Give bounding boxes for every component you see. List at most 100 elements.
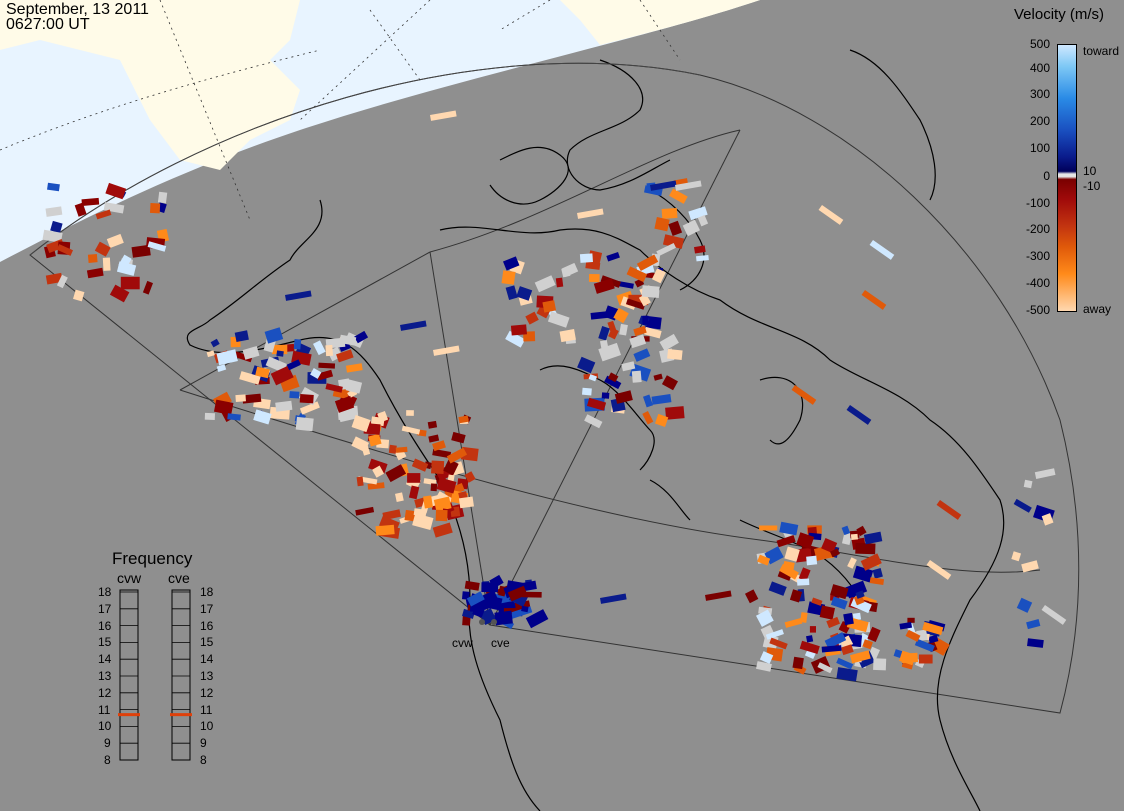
velocity-cell: [1027, 638, 1044, 648]
velocity-cell: [318, 362, 336, 369]
velocity-cell: [264, 327, 284, 344]
velocity-cell: [559, 329, 576, 343]
velocity-cell: [270, 365, 294, 386]
velocity-cell: [830, 548, 840, 558]
velocity-cell: [757, 554, 771, 566]
velocity-cell: [73, 289, 85, 302]
velocity-cell: [120, 276, 140, 290]
velocity-cell: [432, 522, 453, 538]
velocity-cell: [356, 476, 364, 487]
velocity-cell: [643, 394, 654, 408]
velocity-cell: [869, 240, 895, 260]
velocity-cell: [295, 416, 314, 432]
velocity-cell: [745, 589, 759, 604]
velocity-cell: [907, 617, 915, 623]
velocity-cell: [235, 394, 246, 402]
velocity-cell: [149, 203, 161, 214]
frequency-radar-label-cve: cve: [168, 570, 190, 586]
velocity-cell: [662, 234, 685, 249]
frequency-scale-number-right: 17: [200, 601, 214, 616]
velocity-cell: [400, 320, 427, 331]
velocity-cell: [628, 294, 649, 306]
velocity-cell: [505, 330, 526, 348]
velocity-cell: [109, 284, 130, 303]
velocity-cell: [608, 327, 619, 340]
velocity-cell: [460, 446, 479, 462]
velocity-cell: [276, 350, 284, 357]
velocity-cell: [436, 477, 457, 494]
velocity-cell: [204, 412, 215, 420]
velocity-cell: [542, 300, 557, 313]
velocity-cell: [809, 626, 816, 633]
frequency-scale-number-left: 9: [104, 736, 111, 751]
velocity-cell: [464, 580, 480, 591]
velocity-cell: [345, 363, 363, 373]
velocity-cell: [821, 645, 842, 653]
velocity-cell: [1041, 605, 1067, 625]
velocity-cell: [430, 483, 438, 492]
velocity-cell: [661, 207, 678, 219]
frequency-scale-number-right: 15: [200, 635, 214, 650]
timestamp-date: September, 13 2011: [6, 1, 149, 18]
velocity-cell: [841, 525, 851, 536]
velocity-cell: [651, 268, 666, 284]
velocity-cell: [843, 612, 854, 626]
velocity-cell: [510, 324, 528, 336]
velocity-cell: [836, 657, 854, 670]
velocity-cell: [428, 434, 440, 443]
velocity-cell: [840, 644, 854, 656]
velocity-cell: [633, 348, 651, 362]
velocity-cell: [821, 538, 838, 554]
velocity-cell: [593, 278, 615, 294]
velocity-cell: [899, 650, 916, 666]
frequency-scale-number-left: 16: [98, 618, 112, 633]
cve-frequency-scale: [171, 589, 191, 761]
velocity-cell: [394, 492, 404, 503]
velocity-cell: [667, 349, 683, 360]
colorbar-tick-label: 0: [1043, 169, 1050, 183]
velocity-cell: [388, 444, 397, 454]
velocity-cell: [234, 330, 249, 343]
velocity-cell: [50, 220, 63, 234]
velocity-cell: [227, 413, 241, 421]
frequency-scale-number-left: 18: [98, 585, 112, 599]
velocity-cell: [869, 577, 885, 585]
velocity-cell: [850, 533, 858, 540]
velocity-cell: [142, 280, 153, 295]
velocity-cell: [368, 433, 382, 447]
frequency-scale-number-right: 16: [200, 618, 214, 633]
velocity-cell: [213, 399, 234, 416]
velocity-cell: [401, 425, 421, 435]
velocity-cell: [299, 394, 314, 404]
velocity-cell: [242, 393, 262, 404]
velocity-cell: [873, 658, 887, 671]
velocity-cell: [216, 349, 238, 366]
velocity-cell: [789, 589, 803, 603]
velocity-cell: [310, 368, 322, 379]
velocity-cell: [118, 254, 132, 270]
velocity-cell: [918, 654, 933, 664]
velocity-cell: [817, 662, 833, 674]
velocity-cell: [216, 364, 227, 372]
velocity-cell: [87, 254, 98, 263]
velocity-cell: [289, 391, 300, 399]
frequency-scale-number-left: 13: [98, 669, 112, 683]
velocity-cell: [862, 639, 873, 650]
velocity-cell: [636, 254, 659, 272]
colorbar-tick-label: -300: [1025, 249, 1050, 263]
radar-site-label-cvw: cvw: [452, 636, 473, 650]
frequency-scale-number-right: 13: [200, 669, 214, 683]
velocity-cell: [830, 596, 848, 610]
frequency-scale-number-right: 10: [200, 719, 214, 734]
velocity-cell: [600, 593, 627, 604]
velocity-cell: [299, 401, 320, 415]
velocity-cell: [45, 272, 63, 285]
velocity-cell: [797, 578, 810, 586]
toward-label: toward: [1083, 44, 1120, 58]
velocity-cell: [336, 349, 354, 363]
velocity-cell: [81, 197, 100, 206]
velocity-cell: [836, 667, 858, 682]
velocity-cell: [863, 531, 883, 545]
velocity-cell: [285, 290, 312, 301]
